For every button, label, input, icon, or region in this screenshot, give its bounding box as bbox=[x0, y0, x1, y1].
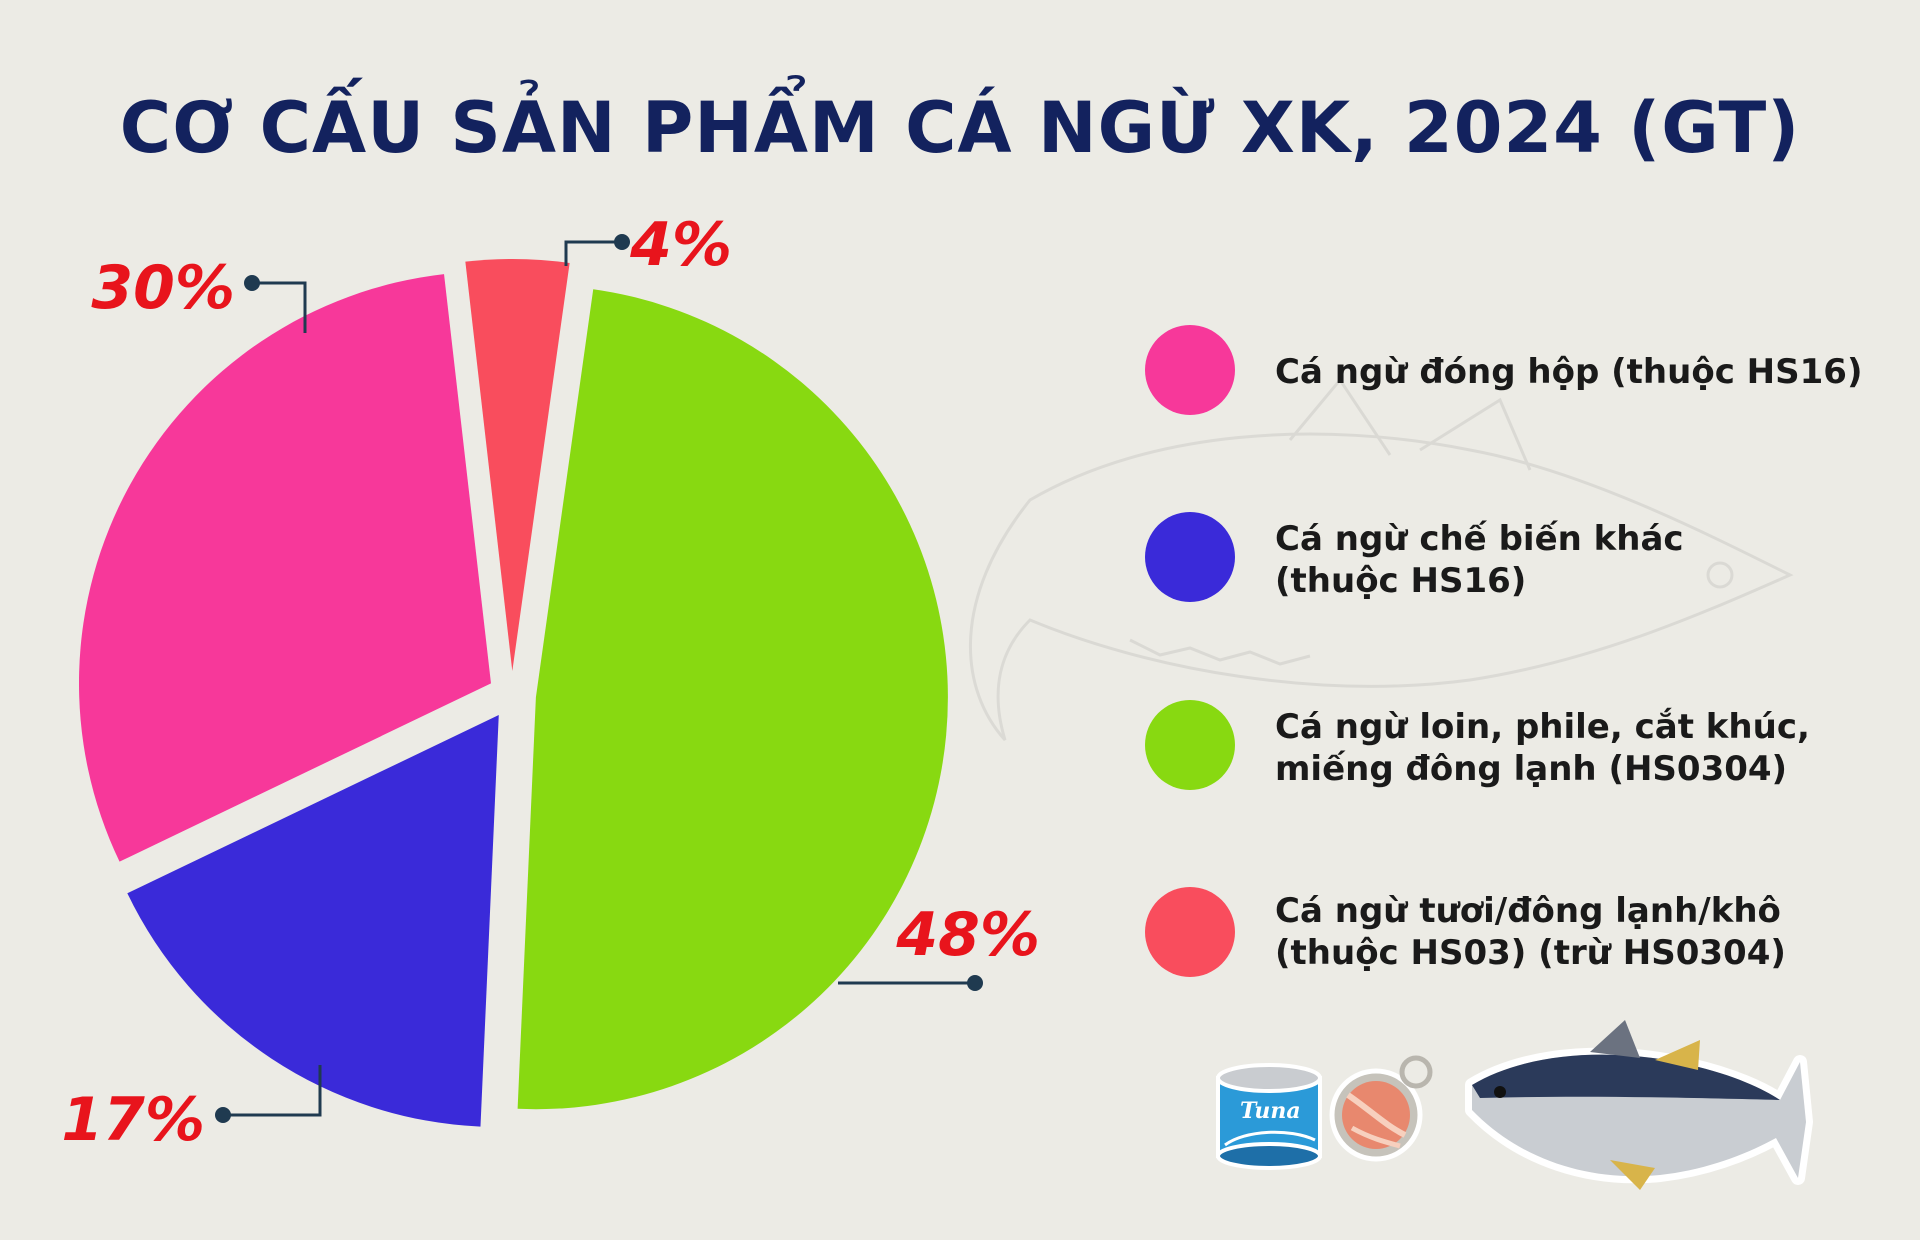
data-label-17: 17% bbox=[61, 1085, 205, 1155]
pie-slice-fresh bbox=[465, 259, 570, 672]
legend-swatch-fresh bbox=[1145, 887, 1235, 977]
legend-item-processed: Cá ngừ chế biến khác (thuộc HS16) bbox=[1145, 512, 1684, 602]
pie-slice-loin bbox=[517, 289, 948, 1110]
leader-17 bbox=[215, 1065, 322, 1123]
legend-label-canned: Cá ngừ đóng hộp (thuộc HS16) bbox=[1275, 352, 1862, 392]
legend-swatch-processed bbox=[1145, 512, 1235, 602]
legend-label-fresh-line1: Cá ngừ tươi/đông lạnh/khô bbox=[1275, 891, 1781, 931]
leader-4 bbox=[564, 234, 630, 266]
tuna-fish-icon bbox=[1465, 1020, 1813, 1190]
fish-watermark-icon bbox=[968, 377, 1794, 742]
legend-label-loin-line1: Cá ngừ loin, phile, cắt khúc, bbox=[1275, 707, 1810, 747]
leader-48 bbox=[838, 975, 983, 991]
legend-label-processed-line2: (thuộc HS16) bbox=[1275, 561, 1526, 601]
data-label-4: 4% bbox=[629, 210, 732, 280]
tuna-can-icon: Tuna bbox=[1216, 1063, 1322, 1170]
legend-label-processed-line1: Cá ngừ chế biến khác bbox=[1275, 519, 1684, 559]
pie-chart bbox=[78, 259, 948, 1127]
pie-slice-canned bbox=[78, 274, 491, 862]
data-label-48: 48% bbox=[895, 900, 1040, 970]
data-label-30: 30% bbox=[91, 253, 235, 323]
legend-label-loin-line2: miếng đông lạnh (HS0304) bbox=[1275, 749, 1787, 789]
chart-title: CƠ CẤU SẢN PHẨM CÁ NGỪ XK, 2024 (GT) bbox=[120, 76, 1800, 169]
legend-swatch-canned bbox=[1145, 325, 1235, 415]
leader-30 bbox=[244, 275, 307, 333]
legend-label-fresh-line2: (thuộc HS03) (trừ HS0304) bbox=[1275, 933, 1786, 973]
legend-item-fresh: Cá ngừ tươi/đông lạnh/khô (thuộc HS03) (… bbox=[1145, 887, 1786, 977]
legend-swatch-loin bbox=[1145, 700, 1235, 790]
legend: Cá ngừ đóng hộp (thuộc HS16) Cá ngừ chế … bbox=[1145, 325, 1862, 977]
leader-lines bbox=[215, 234, 983, 1123]
can-label: Tuna bbox=[1240, 1098, 1301, 1124]
opened-can-icon bbox=[1329, 1055, 1433, 1162]
legend-item-canned: Cá ngừ đóng hộp (thuộc HS16) bbox=[1145, 325, 1862, 415]
legend-item-loin: Cá ngừ loin, phile, cắt khúc, miếng đông… bbox=[1145, 700, 1810, 790]
pie-slice-processed bbox=[127, 715, 499, 1127]
